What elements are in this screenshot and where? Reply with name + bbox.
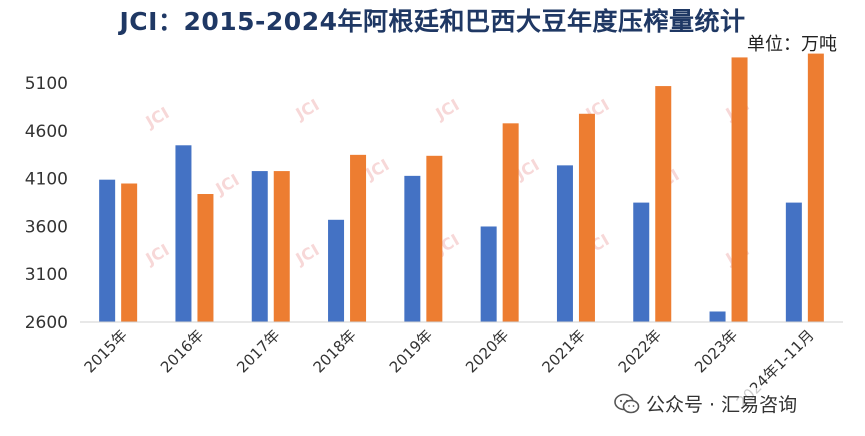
x-tick-label: 2019年 — [386, 326, 436, 376]
unit-label: 单位：万吨 — [747, 34, 837, 55]
watermark-text: JCI — [142, 103, 173, 132]
wechat-footer: 公众号 · 汇易咨询 — [610, 388, 802, 419]
x-tick-label: 2016年 — [157, 326, 207, 376]
y-tick-label: 4600 — [25, 122, 68, 142]
bar-series2-6 — [578, 113, 595, 322]
bar-series2-8 — [731, 57, 748, 323]
watermark-text: JCI — [212, 170, 243, 199]
bar-series2-3 — [350, 154, 367, 322]
x-tick-label: 2018年 — [310, 326, 360, 376]
bar-series2-4 — [426, 155, 443, 322]
bar-series1-0 — [99, 179, 116, 322]
watermark-text: JCI — [292, 240, 323, 269]
footer-text: 公众号 · 汇易咨询 — [646, 394, 798, 416]
x-tick-label: 2015年 — [81, 326, 131, 376]
y-axis-ticks: 2600 3100 3600 4100 4600 5100 — [25, 74, 68, 333]
x-tick-label: 2023年 — [691, 326, 741, 376]
bar-series2-1 — [197, 194, 214, 322]
y-tick-label: 5100 — [25, 74, 68, 94]
watermark-text: JCI — [142, 240, 173, 269]
bar-series1-6 — [556, 165, 573, 322]
x-tick-label: 2021年 — [538, 326, 588, 376]
y-tick-label: 3100 — [25, 265, 68, 285]
bar-series2-0 — [121, 183, 138, 322]
bar-series2-7 — [655, 86, 672, 322]
bar-series1-1 — [175, 145, 192, 322]
watermark-text: JCI — [292, 95, 323, 124]
x-tick-label: 2017年 — [233, 326, 283, 376]
x-tick-label: 2022年 — [615, 326, 665, 376]
bar-series2-2 — [273, 171, 290, 322]
bar-series1-5 — [480, 226, 497, 322]
bar-series1-9 — [785, 202, 802, 322]
y-tick-label: 4100 — [25, 170, 68, 190]
bars — [99, 53, 824, 323]
y-tick-label: 3600 — [25, 217, 68, 237]
wechat-icon — [614, 393, 640, 413]
bar-series1-8 — [709, 311, 726, 322]
watermark-text: JCI — [362, 155, 393, 184]
bar-series2-5 — [502, 123, 519, 323]
chart-title: JCI：2015-2024年阿根廷和巴西大豆年度压榨量统计 — [119, 7, 746, 36]
bar-series1-7 — [633, 202, 650, 322]
bar-series1-4 — [404, 175, 421, 322]
bar-series2-9 — [807, 53, 824, 322]
bar-series1-2 — [251, 171, 268, 322]
x-tick-label: 2020年 — [462, 326, 512, 376]
bar-series1-3 — [328, 219, 345, 322]
y-tick-label: 2600 — [25, 313, 68, 333]
watermark-text: JCI — [432, 95, 463, 124]
